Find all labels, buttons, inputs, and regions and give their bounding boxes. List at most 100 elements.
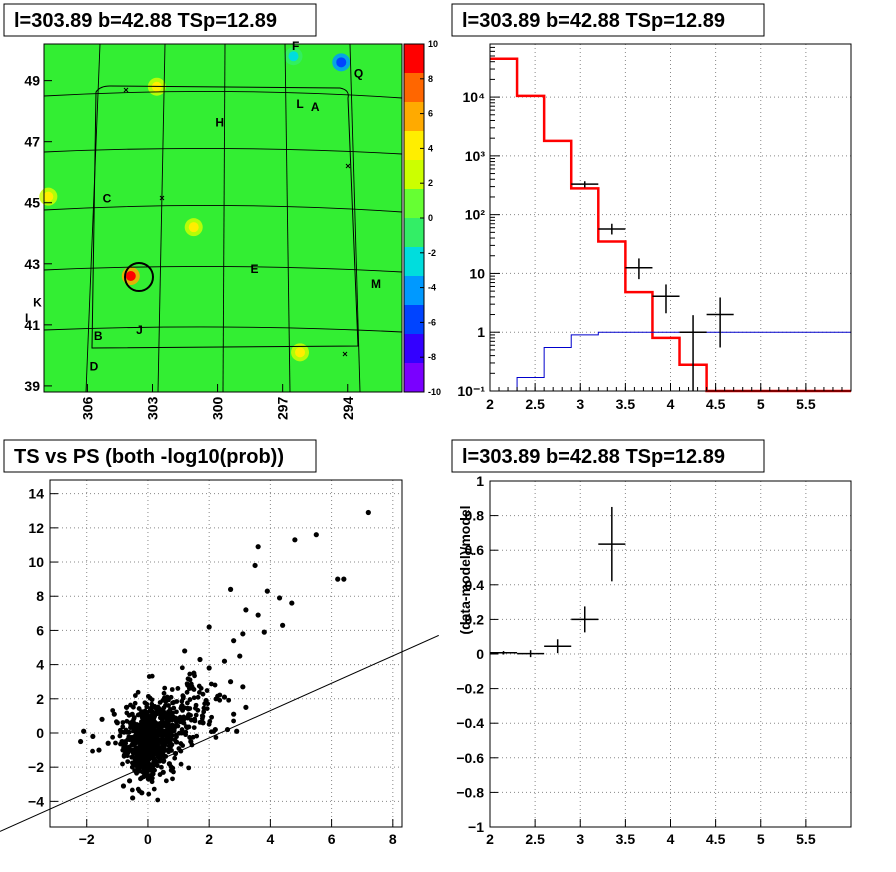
scatter-bulk-point [231,718,236,724]
scatter-y-tick-label: 6 [36,622,44,638]
residual-panel: l=303.89 b=42.88 TSp=12.89 2 2.5 3 3.5 4 4.5 5… [451,439,852,847]
scatter-bulk-point [142,700,148,706]
scatter-point [203,697,209,704]
scatter-bulk-point [212,682,218,688]
spectrum-y-tick-label: 10² [465,207,486,223]
scatter-bulk-point [195,694,201,700]
scatter-bulk-point [151,743,157,748]
scatter-bulk-point [200,691,206,697]
scatter-bulk-point [187,735,193,740]
map-source-label: K [33,296,42,310]
scatter-x-tick-label: 8 [389,831,397,847]
scatter-bulk-point [121,753,127,759]
spectrum-x-tick-label: 5 [757,396,765,412]
colorbar-tick-label: -8 [428,352,436,362]
map-y-tick-label: 45 [24,195,40,211]
scatter-bulk-point [128,725,133,731]
scatter-point [139,790,145,796]
scatter-bulk-point [161,738,167,744]
scatter-bulk-point [138,776,143,782]
map-hotspot [43,191,54,202]
residual-x-tick-label: 4.5 [706,831,726,847]
map-x-tick-label: 294 [340,396,356,420]
scatter-bulk-point [206,721,212,727]
scatter-point [120,783,127,789]
spectrum-y-tick-label: 10 [469,265,485,281]
scatter-bulk-point [143,771,149,777]
map-x-tick-label: 306 [79,396,95,420]
scatter-point [221,694,228,700]
scatter-plot-bg [50,480,402,827]
scatter-frame [49,479,403,828]
scatter-y-tick-label: 10 [28,554,44,570]
map-x-tick-label: 300 [210,396,226,420]
scatter-bulk-point [184,700,190,706]
scatter-x-tick-label: −2 [79,831,95,847]
spectrum-x-tick-label: 4.5 [706,396,726,412]
scatter-bulk-point [178,761,184,767]
residual-title: l=303.89 b=42.88 TSp=12.89 [462,446,725,468]
map-source-label: E [250,262,258,276]
scatter-point [365,509,371,516]
residual-x-tick-label: 5 [757,831,765,847]
map-hotspot [295,347,306,358]
scatter-point [252,562,258,569]
scatter-bulk-point [120,739,125,744]
scatter-point [237,653,243,659]
scatter-x-tick-label: 2 [205,831,213,847]
scatter-point [185,682,191,688]
colorbar-segment [404,131,424,161]
spectrum-y-tick-label: 10⁴ [463,89,486,105]
map-title: l=303.89 b=42.88 TSp=12.89 [14,10,277,32]
map-source-label: F [292,39,299,53]
scatter-point [231,711,237,717]
scatter-bulk-point [186,712,192,717]
scatter-bulk-point [123,729,129,734]
scatter-point [240,631,246,637]
map-hotspot [288,51,299,62]
scatter-plot: −2 0 2 4 6 8 −4 −2 0 2 4 6 8 10 12 14 [0,479,439,847]
map-grid-lines [43,43,403,393]
scatter-bulk-point [159,764,164,770]
scatter-bulk-point [173,715,179,721]
colorbar-segment [404,160,424,190]
scatter-bulk-point [175,686,181,691]
scatter-bulk-point [149,779,155,785]
scatter-bulk-point [217,692,223,698]
scatter-bulk-point [147,745,153,750]
scatter-bulk-point [145,722,151,728]
map-source-label: H [215,115,224,129]
spectrum-title-box [451,3,765,37]
scatter-point [313,532,319,538]
colorbar-segment [404,73,424,103]
scatter-point [191,670,197,676]
scatter-y-tick-label: 0 [36,725,44,741]
scatter-bulk-point [130,750,136,756]
scatter-point [243,607,249,613]
scatter-bulk-point [113,740,118,746]
map-y-tick-label: 41 [24,317,40,333]
scatter-y-tick-label: 12 [28,520,44,536]
scatter-bulk-point [138,741,144,747]
scatter-bulk-point [142,759,148,765]
residual-x-tick-label: 2.5 [525,831,545,847]
colorbar-tick-label: -2 [428,248,436,258]
scatter-title-box [3,439,317,473]
scatter-bulk-point [148,766,154,772]
colorbar-segment [404,276,424,306]
colorbar-tick-label: 6 [428,109,433,119]
scatter-bulk-point [196,683,202,689]
scatter-bulk-point [117,733,123,739]
scatter-bulk-point [157,700,163,705]
scatter-x-tick-label: 6 [328,831,336,847]
scatter-bulk-point [110,734,116,740]
scatter-point [227,586,234,592]
scatter-bulk-point [145,693,151,699]
scatter-bulk-point [150,734,156,740]
scatter-point [166,761,172,767]
colorbar-tick-label: -4 [428,283,436,293]
scatter-bulk-point [129,787,135,793]
scatter-bulk-point [129,711,135,717]
scatter-point [227,679,234,685]
residual-y-tick-label: −0.6 [456,750,484,766]
